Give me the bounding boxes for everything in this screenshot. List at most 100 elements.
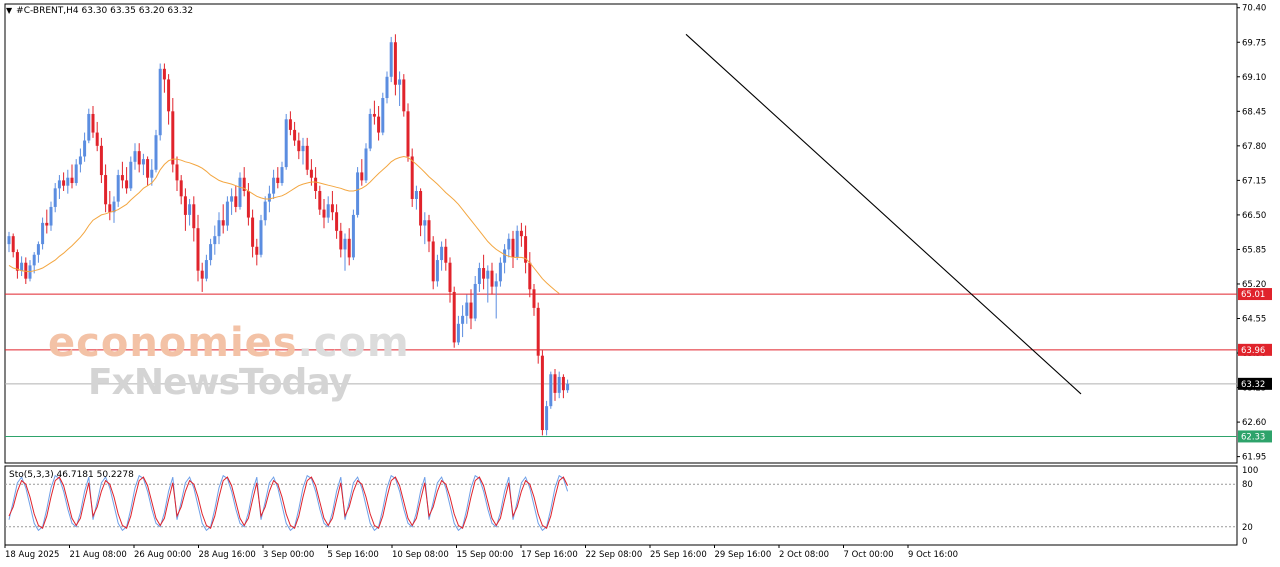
bear-candle	[108, 204, 112, 213]
bull-candle	[284, 119, 288, 168]
bull-candle	[423, 220, 427, 226]
bull-candle	[188, 204, 192, 215]
bull-candle	[545, 406, 549, 431]
bear-candle	[519, 230, 523, 237]
bear-candle	[179, 180, 183, 197]
price-level-label: 63.32	[1241, 380, 1265, 390]
bear-candle	[448, 262, 452, 292]
time-tick-label: 15 Sep 00:00	[457, 550, 514, 560]
bull-candle	[440, 246, 444, 261]
bear-candle	[347, 238, 351, 258]
bull-candle	[267, 193, 271, 202]
stochastic-tick-label: 0	[1242, 537, 1247, 547]
bear-candle	[24, 262, 28, 279]
price-level-badge	[1238, 377, 1272, 390]
dropdown-triangle-icon[interactable]: ▼	[6, 6, 13, 15]
stochastic-signal-line	[8, 476, 569, 529]
price-tick-label: 67.15	[1242, 176, 1266, 186]
price-level-badge	[1238, 430, 1272, 443]
time-tick-label: 18 Aug 2025	[5, 550, 59, 560]
bear-candle	[162, 68, 166, 80]
bull-candle	[133, 151, 137, 162]
bull-candle	[549, 374, 553, 407]
bear-candle	[536, 307, 540, 356]
bear-candle	[297, 140, 301, 152]
bear-candle	[288, 119, 292, 130]
bull-candle	[494, 281, 498, 287]
stochastic-tick-label: 80	[1242, 480, 1253, 490]
time-tick-label: 21 Aug 08:00	[70, 550, 127, 560]
bull-candle	[57, 180, 61, 189]
bear-candle	[335, 212, 339, 231]
bear-candle	[330, 204, 334, 213]
bull-candle	[154, 135, 158, 170]
bull-candle	[477, 268, 481, 284]
bear-candle	[524, 236, 528, 263]
bear-candle	[372, 113, 376, 117]
bull-candle	[272, 177, 276, 194]
bear-candle	[532, 289, 536, 308]
bull-candle	[507, 238, 511, 250]
bull-candle	[385, 76, 389, 99]
bear-candle	[482, 268, 486, 279]
bull-candle	[74, 164, 78, 184]
bear-candle	[200, 270, 204, 279]
bear-candle	[167, 79, 171, 112]
bull-candle	[356, 172, 360, 215]
bear-candle	[246, 191, 250, 218]
time-tick-label: 26 Aug 00:00	[134, 550, 191, 560]
bear-candle	[431, 241, 435, 282]
price-level-badge	[1238, 288, 1272, 301]
price-level-label: 65.01	[1241, 290, 1265, 300]
bull-candle	[503, 249, 507, 263]
bull-candle	[87, 113, 91, 141]
bear-candle	[99, 145, 103, 176]
bear-candle	[511, 238, 515, 258]
bear-candle	[242, 177, 246, 191]
bull-candle	[515, 230, 519, 258]
bull-candle	[398, 79, 402, 85]
bull-candle	[7, 236, 11, 245]
price-tick-label: 66.50	[1242, 211, 1266, 221]
bull-candle	[66, 177, 70, 186]
time-tick-label: 25 Sep 16:00	[650, 550, 707, 560]
bull-candle	[209, 244, 213, 261]
bear-candle	[314, 177, 318, 191]
time-tick-label: 29 Sep 16:00	[715, 550, 772, 560]
bull-candle	[225, 201, 229, 226]
bear-candle	[469, 302, 473, 319]
bear-candle	[104, 175, 108, 205]
stochastic-tick-label: 20	[1242, 523, 1253, 533]
bull-candle	[364, 148, 368, 181]
stochastic-main-line	[8, 474, 569, 532]
bull-candle	[301, 145, 305, 152]
bear-candle	[120, 175, 124, 181]
bear-candle	[125, 180, 129, 189]
stochastic-label: Sto(5,3,3) 46.7181 50.2278	[9, 470, 134, 480]
bull-candle	[259, 220, 263, 255]
bull-candle	[141, 159, 145, 165]
bull-candle	[150, 169, 154, 178]
bull-candle	[20, 262, 24, 271]
bear-candle	[175, 164, 179, 181]
price-tick-label: 62.60	[1242, 418, 1266, 428]
bear-candle	[410, 156, 414, 199]
stochastic-plot-frame	[4, 465, 1238, 546]
bear-candle	[540, 355, 544, 431]
bull-candle	[280, 167, 284, 184]
bear-candle	[377, 116, 381, 133]
bear-candle	[553, 374, 557, 393]
bear-candle	[234, 196, 238, 207]
bear-candle	[62, 180, 66, 186]
bear-candle	[196, 228, 200, 271]
economies-watermark: economies.com	[48, 320, 410, 366]
bull-candle	[217, 220, 221, 237]
bull-candle	[129, 161, 133, 189]
time-tick-label: 10 Sep 08:00	[392, 550, 449, 560]
bear-candle	[146, 159, 150, 178]
bear-candle	[419, 191, 423, 226]
bull-candle	[326, 204, 330, 218]
bull-candle	[238, 177, 242, 207]
bull-candle	[389, 42, 393, 77]
